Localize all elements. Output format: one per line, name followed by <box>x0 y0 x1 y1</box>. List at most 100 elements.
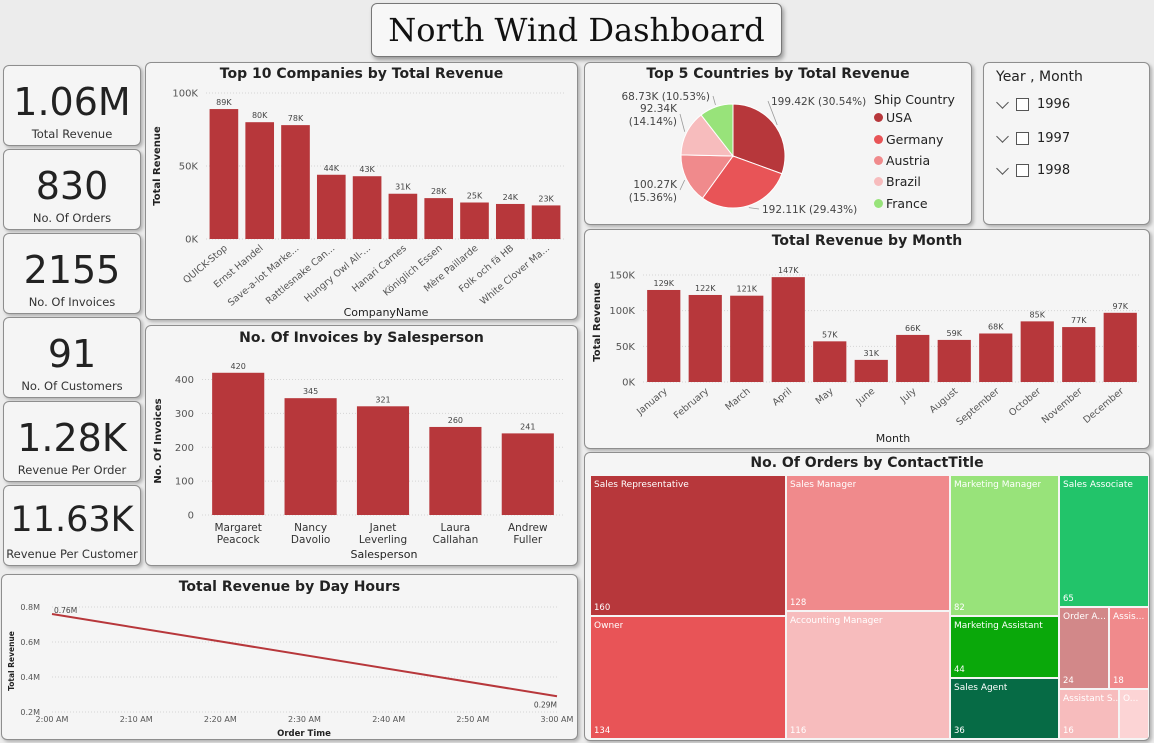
dashboard-title: North Wind Dashboard <box>388 11 765 49</box>
chart-card-orders-contact-title[interactable]: No. Of Orders by ContactTitle Sales Repr… <box>584 452 1150 741</box>
legend-item-austria[interactable]: Austria <box>874 153 930 168</box>
x-tick-label: February <box>672 386 712 422</box>
legend-dot <box>874 135 883 144</box>
slicer-item-label: 1996 <box>1037 97 1071 112</box>
data-label: 66K <box>905 324 921 333</box>
treemap-label: Sales Representative <box>594 480 689 490</box>
treemap-label: Accounting Manager <box>790 616 883 626</box>
x-tick-label: Hungry Owl All-... <box>302 243 373 305</box>
bar <box>460 202 489 239</box>
year-month-slicer[interactable]: Year , Month 1996 1997 1998 <box>983 62 1150 225</box>
chart-card-top-companies[interactable]: Top 10 Companies by Total Revenue 0K 50K 1… <box>145 62 578 320</box>
bar <box>937 339 971 382</box>
leader-line <box>767 100 778 126</box>
treemap-cell[interactable]: Sales Manager 128 <box>786 475 950 611</box>
x-tick-label: Leverling <box>359 534 407 546</box>
kpi-card-revenue-per-customer[interactable]: 11.63K Revenue Per Customer <box>3 485 141 566</box>
bar <box>212 372 265 515</box>
slicer-item-1998[interactable]: 1998 <box>996 161 1070 178</box>
kpi-label: No. Of Customers <box>21 379 123 393</box>
treemap-cell[interactable]: Sales Agent 36 <box>950 678 1059 739</box>
bar <box>854 359 888 382</box>
legend-dot <box>874 199 883 208</box>
chart-card-invoices-salesperson[interactable]: No. Of Invoices by Salesperson 0 100 200 30… <box>145 325 578 566</box>
treemap-cell[interactable]: Marketing Manager 82 <box>950 475 1059 616</box>
slicer-item-1997[interactable]: 1997 <box>996 129 1070 146</box>
bar <box>281 125 310 239</box>
slice-label: 68.73K (10.53%) <box>621 91 710 103</box>
legend-item-brazil[interactable]: Brazil <box>874 174 921 189</box>
treemap-cell[interactable]: Sales Representative 160 <box>590 475 786 616</box>
treemap-cell[interactable]: Assis... 18 <box>1109 607 1149 689</box>
bar <box>896 334 930 382</box>
bar <box>429 426 482 515</box>
checkbox[interactable] <box>1016 98 1029 111</box>
treemap-cell[interactable]: O... <box>1119 689 1149 739</box>
kpi-card-customers[interactable]: 91 No. Of Customers <box>3 317 141 398</box>
chart-card-top-countries[interactable]: Top 5 Countries by Total Revenue 199.42K… <box>584 62 972 225</box>
treemap-cell[interactable]: Owner 134 <box>590 616 786 739</box>
y-tick-label: 0 <box>188 511 194 522</box>
treemap-value: 44 <box>954 665 965 675</box>
data-label: 89K <box>216 98 232 107</box>
chevron-down-icon[interactable] <box>996 161 1009 175</box>
legend-item-usa[interactable]: USA <box>874 110 912 125</box>
legend-label: Brazil <box>886 174 921 189</box>
y-tick-label: 0.2M <box>20 708 40 717</box>
x-tick-label: 2:10 AM <box>120 715 153 724</box>
kpi-card-revenue-per-order[interactable]: 1.28K Revenue Per Order <box>3 401 141 482</box>
checkbox[interactable] <box>1016 164 1029 177</box>
kpi-card-total-revenue[interactable]: 1.06M Total Revenue <box>3 65 141 146</box>
treemap-cell[interactable]: Sales Associate 65 <box>1059 475 1149 607</box>
treemap-value: 65 <box>1063 594 1074 604</box>
y-tick-label: 100K <box>172 89 198 100</box>
bar <box>316 174 346 239</box>
chart-title: Top 5 Countries by Total Revenue <box>646 66 910 82</box>
y-tick-label: 0.4M <box>20 673 40 682</box>
x-tick-label: 2:40 AM <box>372 715 405 724</box>
leader-line <box>679 179 686 191</box>
kpi-value: 11.63K <box>10 500 134 540</box>
treemap-cell[interactable]: Assistant S... 16 <box>1059 689 1119 739</box>
legend-item-germany[interactable]: Germany <box>874 132 943 147</box>
y-tick-label: 300 <box>175 409 194 420</box>
legend-label: Austria <box>886 153 931 168</box>
checkbox[interactable] <box>1016 132 1029 145</box>
data-label: 321 <box>375 395 390 404</box>
bar <box>209 109 239 239</box>
x-tick-label: August <box>928 386 961 416</box>
chevron-down-icon[interactable] <box>996 95 1009 109</box>
data-label: 121K <box>736 285 757 294</box>
kpi-card-invoices[interactable]: 2155 No. Of Invoices <box>3 233 141 314</box>
treemap-label: Assis... <box>1113 612 1145 622</box>
y-tick-label: 0K <box>185 235 198 246</box>
chart-card-revenue-month[interactable]: Total Revenue by Month 0K 50K 100K 150K 129K… <box>584 229 1150 449</box>
bar <box>730 295 764 382</box>
chart-card-revenue-day-hours[interactable]: Total Revenue by Day Hours 0.2M 0.4M 0.6M 0… <box>1 574 578 740</box>
data-label: 25K <box>467 192 483 201</box>
legend-dot <box>874 156 883 165</box>
x-tick-label: Nancy <box>294 522 327 534</box>
data-label: 31K <box>864 349 880 358</box>
pie-slice <box>701 155 783 209</box>
bar <box>352 176 382 239</box>
slice-label: 199.42K (30.54%) <box>771 96 866 108</box>
bar <box>501 433 554 515</box>
chart-title: No. Of Orders by ContactTitle <box>750 455 984 471</box>
legend-label: France <box>886 196 928 211</box>
y-axis-label: No. Of Invoices <box>153 398 164 483</box>
bar <box>688 294 722 382</box>
kpi-label: Revenue Per Order <box>17 463 127 477</box>
kpi-card-orders[interactable]: 830 No. Of Orders <box>3 149 141 230</box>
slicer-item-1996[interactable]: 1996 <box>996 95 1071 112</box>
chevron-down-icon[interactable] <box>996 129 1009 143</box>
x-tick-label: November <box>1040 386 1085 426</box>
x-tick-label: Peacock <box>217 534 261 546</box>
revenue-month-chart: 0K 50K 100K 150K 129K January 122K February 121K… <box>592 266 1141 445</box>
treemap-cell[interactable]: Accounting Manager 116 <box>786 611 950 739</box>
x-axis-label: Month <box>876 432 911 445</box>
treemap-cell[interactable]: Order A... 24 <box>1059 607 1109 689</box>
treemap-value: 82 <box>954 603 965 613</box>
treemap-cell[interactable]: Marketing Assistant 44 <box>950 616 1059 678</box>
legend-item-france[interactable]: France <box>874 196 928 211</box>
